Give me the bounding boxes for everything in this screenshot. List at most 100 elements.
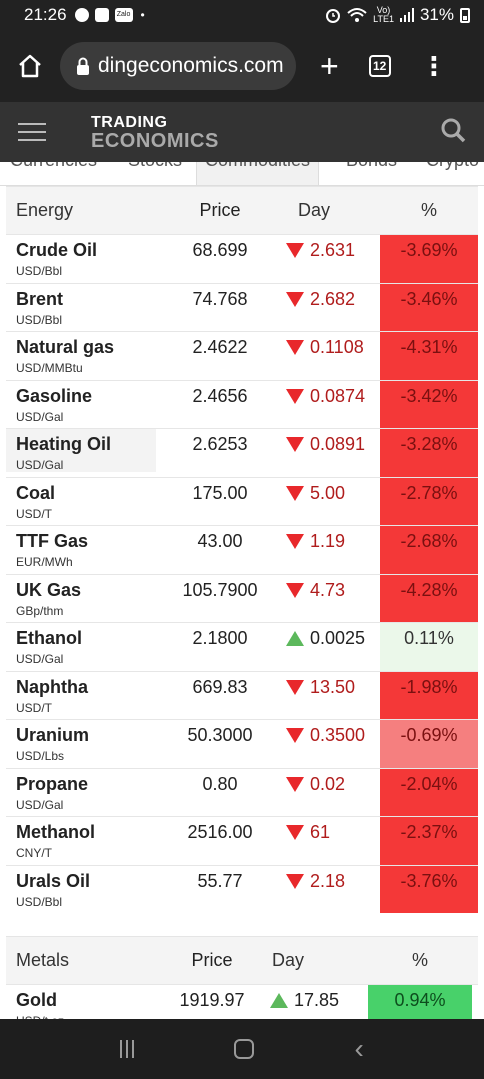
commodity-cell[interactable]: Coal USD/T xyxy=(6,478,156,521)
table-row[interactable]: Brent USD/Bbl 74.768 2.682 -3.46% xyxy=(6,282,478,331)
tab-crypto[interactable]: Crypto xyxy=(426,162,479,171)
commodity-cell[interactable]: Urals Oil USD/Bbl xyxy=(6,866,156,909)
address-bar[interactable]: dingeconomics.com xyxy=(60,42,296,90)
commodity-name[interactable]: TTF Gas xyxy=(16,531,89,551)
commodity-cell[interactable]: Natural gas USD/MMBtu xyxy=(6,332,156,375)
commodity-cell[interactable]: TTF Gas EUR/MWh xyxy=(6,526,156,569)
site-header: TRADING ECONOMICS xyxy=(0,102,484,162)
commodity-cell[interactable]: Heating Oil USD/Gal xyxy=(6,429,156,472)
commodity-name[interactable]: Urals Oil xyxy=(16,870,91,891)
commodity-name[interactable]: Natural gas xyxy=(16,337,115,357)
price-cell: 43.00 xyxy=(197,531,243,551)
system-home-button[interactable] xyxy=(234,1039,255,1059)
back-button[interactable]: ‹ xyxy=(354,1033,364,1064)
day-change-value: 0.3500 xyxy=(310,725,366,745)
percent-change-cell: -2.37% xyxy=(380,817,478,865)
lock-icon xyxy=(77,57,89,75)
arrow-down-icon xyxy=(286,873,304,889)
commodity-unit: USD/Bbl xyxy=(16,894,63,909)
price-cell: 68.699 xyxy=(192,240,248,260)
commodity-unit: USD/T xyxy=(16,700,52,715)
table-row[interactable]: Gasoline USD/Gal 2.4656 0.0874 -3.42% xyxy=(6,379,478,428)
system-nav-bar: ‹ xyxy=(0,1019,484,1079)
day-change-cell: 17.85 xyxy=(268,985,368,1011)
percent-change-cell: -0.69% xyxy=(380,720,478,768)
table-row[interactable]: Crude Oil USD/Bbl 68.699 2.631 -3.69% xyxy=(6,234,478,283)
table-row[interactable]: Natural gas USD/MMBtu 2.4622 0.1108 -4.31% xyxy=(6,331,478,380)
commodity-cell[interactable]: Propane USD/Gal xyxy=(6,769,156,812)
day-change-cell: 61 xyxy=(284,817,380,843)
day-change-value: 2.18 xyxy=(310,870,346,891)
tab-switcher-button[interactable]: 12 xyxy=(368,55,391,77)
recent-apps-button[interactable] xyxy=(120,1040,135,1058)
header-percent: % xyxy=(420,200,437,220)
tab-currencies[interactable]: Currencies xyxy=(10,162,97,171)
table-row[interactable]: Naphtha USD/T 669.83 13.50 -1.98% xyxy=(6,670,478,719)
price-cell: 50.3000 xyxy=(187,725,253,745)
commodity-name[interactable]: Propane xyxy=(16,773,89,794)
day-change-value: 13.50 xyxy=(310,676,356,697)
commodity-name[interactable]: UK Gas xyxy=(16,579,82,600)
commodity-cell[interactable]: Brent USD/Bbl xyxy=(6,284,156,327)
header-name: Energy xyxy=(16,200,74,220)
day-change-cell: 2.18 xyxy=(284,866,380,892)
price-cell: 2.6253 xyxy=(192,434,248,454)
hamburger-menu-icon[interactable] xyxy=(18,123,46,141)
commodity-unit: USD/MMBtu xyxy=(16,361,83,375)
table-row[interactable]: Coal USD/T 175.00 5.00 -2.78% xyxy=(6,476,478,525)
commodity-name[interactable]: Brent xyxy=(16,288,64,309)
commodity-unit: USD/Gal xyxy=(16,409,64,424)
commodity-cell[interactable]: Crude Oil USD/Bbl xyxy=(6,235,156,278)
commodity-cell[interactable]: UK Gas GBp/thm xyxy=(6,575,156,618)
table-row[interactable]: Methanol CNY/T 2516.00 61 -2.37% xyxy=(6,816,478,865)
table-row[interactable]: TTF Gas EUR/MWh 43.00 1.19 -2.68% xyxy=(6,525,478,574)
table-row[interactable]: Heating Oil USD/Gal 2.6253 0.0891 -3.28% xyxy=(6,428,478,477)
commodity-name[interactable]: Heating Oil xyxy=(16,434,112,454)
commodity-name[interactable]: Uranium xyxy=(16,725,90,745)
arrow-down-icon xyxy=(286,340,304,355)
status-bar: 21:26 Zalo • Vo) LTE1 31% xyxy=(0,0,484,30)
arrow-down-icon xyxy=(286,388,304,404)
price-cell: 0.80 xyxy=(202,773,238,794)
table-row[interactable]: Uranium USD/Lbs 50.3000 0.3500 -0.69% xyxy=(6,719,478,768)
table-row[interactable]: Ethanol USD/Gal 2.1800 0.0025 0.11% xyxy=(6,622,478,671)
network-type-label: Vo) LTE1 xyxy=(373,5,394,24)
browser-menu-button[interactable]: ⋮ xyxy=(420,51,447,81)
commodity-cell[interactable]: Methanol CNY/T xyxy=(6,817,156,860)
commodity-name[interactable]: Gasoline xyxy=(16,385,93,406)
table-row[interactable]: Urals Oil USD/Bbl 55.77 2.18 -3.76% xyxy=(6,864,478,913)
table-row[interactable]: Propane USD/Gal 0.80 0.02 -2.04% xyxy=(6,767,478,816)
commodity-name[interactable]: Naphtha xyxy=(16,676,88,697)
commodity-cell[interactable]: Uranium USD/Lbs xyxy=(6,720,156,763)
arrow-down-icon xyxy=(286,243,304,258)
commodity-unit: USD/Lbs xyxy=(16,749,65,763)
tab-stocks[interactable]: Stocks xyxy=(128,162,182,171)
commodity-cell[interactable]: Naphtha USD/T xyxy=(6,672,156,715)
percent-change-cell: -3.46% xyxy=(380,283,478,331)
percent-change-cell: 0.11% xyxy=(380,623,478,671)
new-tab-button[interactable]: + xyxy=(320,48,339,84)
commodity-name[interactable]: Ethanol xyxy=(16,628,82,648)
site-logo[interactable]: TRADING ECONOMICS xyxy=(91,114,219,152)
commodity-name[interactable]: Coal xyxy=(16,482,56,503)
day-change-cell: 0.0891 xyxy=(284,429,380,455)
commodity-cell[interactable]: Gasoline USD/Gal xyxy=(6,381,156,424)
table-header: Metals Price Day % xyxy=(6,936,478,984)
day-change-cell: 0.3500 xyxy=(284,720,380,746)
tab-commodities[interactable]: Commodities xyxy=(196,162,320,185)
commodity-name[interactable]: Methanol xyxy=(16,822,95,842)
messenger-icon xyxy=(74,8,89,22)
table-row[interactable]: UK Gas GBp/thm 105.7900 4.73 -4.28% xyxy=(6,573,478,622)
commodity-name[interactable]: Gold xyxy=(16,990,57,1010)
price-cell: 2.4622 xyxy=(192,337,248,357)
home-button[interactable] xyxy=(0,30,60,102)
commodity-cell[interactable]: Ethanol USD/Gal xyxy=(6,623,156,666)
price-cell: 55.77 xyxy=(197,870,243,891)
tab-bonds[interactable]: Bonds xyxy=(346,162,397,171)
search-button[interactable] xyxy=(440,117,466,148)
commodity-unit: USD/Gal xyxy=(16,652,64,666)
percent-change-cell: -3.28% xyxy=(380,429,478,477)
arrow-down-icon xyxy=(286,485,304,501)
day-change-cell: 2.631 xyxy=(284,235,380,261)
commodity-name[interactable]: Crude Oil xyxy=(16,240,98,260)
